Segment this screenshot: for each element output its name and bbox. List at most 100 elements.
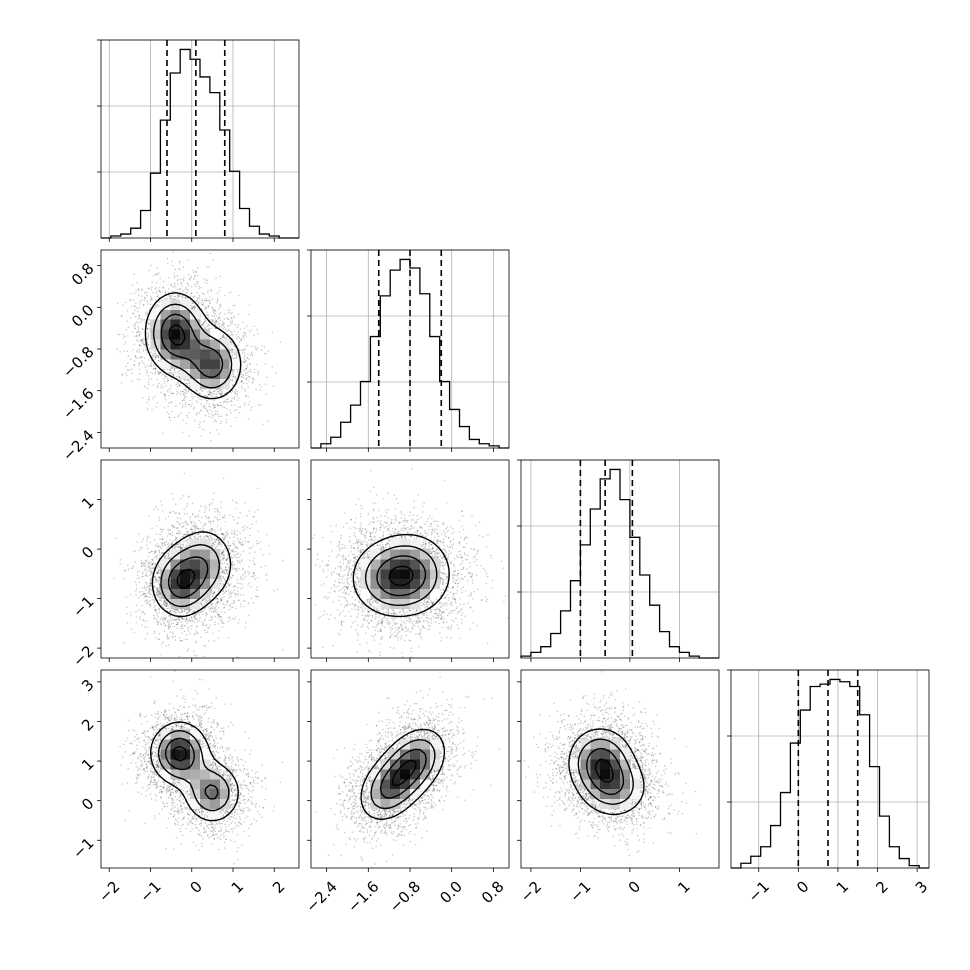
sample-point [244, 570, 246, 573]
sample-point [219, 325, 221, 327]
sample-point [232, 304, 234, 307]
sample-point [237, 561, 239, 564]
sample-point [231, 603, 233, 605]
sample-point [219, 601, 221, 603]
sample-point [140, 356, 142, 359]
sample-point [204, 618, 206, 620]
sample-point [196, 298, 199, 301]
sample-point [225, 566, 227, 569]
sample-point [207, 279, 209, 282]
sample-point [154, 617, 156, 619]
sample-point [226, 557, 229, 560]
sample-point [241, 541, 244, 543]
sample-point [265, 579, 268, 581]
sample-point [178, 370, 181, 372]
sample-point [256, 595, 258, 598]
sample-point [146, 626, 148, 629]
sample-point [151, 599, 154, 601]
sample-point [242, 374, 245, 376]
sample-point [186, 291, 188, 294]
sample-point [232, 499, 234, 501]
density-cell [209, 329, 221, 340]
sample-point [246, 366, 248, 368]
sample-point [173, 282, 176, 285]
sample-point [254, 347, 257, 350]
sample-point [144, 297, 147, 299]
sample-point [213, 420, 215, 423]
sample-point [149, 306, 152, 309]
sample-point [215, 546, 217, 548]
sample-point [168, 294, 171, 297]
sample-point [243, 578, 245, 580]
sample-point [247, 396, 249, 398]
sample-point [182, 279, 185, 282]
sample-point [134, 322, 136, 324]
sample-point [223, 400, 226, 403]
sample-point [225, 336, 228, 338]
sample-point [195, 524, 197, 527]
sample-point [236, 370, 239, 372]
sample-point [182, 296, 184, 299]
sample-point [223, 534, 225, 536]
sample-point [241, 352, 244, 354]
sample-point [191, 393, 193, 395]
sample-point [219, 401, 222, 404]
sample-point [236, 502, 238, 505]
sample-point [222, 323, 224, 325]
sample-point [144, 569, 146, 571]
sample-point [231, 566, 234, 569]
sample-point [125, 372, 127, 375]
sample-point [153, 364, 156, 367]
sample-point [247, 353, 249, 355]
sample-point [138, 335, 140, 337]
sample-point [149, 303, 152, 305]
sample-point [215, 319, 217, 322]
sample-point [170, 283, 172, 286]
sample-point [208, 402, 211, 405]
sample-point [238, 341, 241, 343]
sample-point [176, 609, 179, 611]
sample-point [235, 616, 237, 618]
sample-point [147, 381, 150, 384]
sample-point [147, 375, 150, 377]
sample-point [131, 331, 134, 333]
sample-point [162, 280, 165, 282]
sample-point [221, 320, 224, 323]
sample-point [126, 350, 129, 352]
sample-point [228, 401, 230, 403]
sample-point [203, 420, 205, 423]
sample-point [208, 327, 210, 330]
histogram-panel [307, 249, 510, 452]
sample-point [226, 533, 228, 535]
sample-point [206, 311, 208, 313]
sample-point [234, 376, 236, 378]
sample-point [159, 371, 162, 374]
sample-point [187, 391, 189, 393]
sample-point [199, 421, 202, 423]
density-cell [180, 299, 191, 310]
sample-point [213, 315, 216, 318]
sample-point [263, 346, 266, 348]
sample-point [218, 286, 221, 289]
sample-point [214, 531, 217, 533]
sample-point [156, 305, 159, 307]
scatter-density-panel [97, 249, 300, 452]
sample-point [148, 596, 151, 598]
sample-point [155, 368, 157, 370]
density-cell [200, 349, 211, 360]
sample-point [154, 299, 157, 301]
sample-point [139, 331, 142, 334]
sample-point [143, 587, 146, 590]
sample-point [137, 328, 140, 331]
sample-point [237, 537, 239, 540]
sample-point [206, 282, 209, 284]
sample-point [140, 299, 143, 301]
sample-point [165, 540, 168, 543]
sample-point [221, 626, 224, 628]
sample-point [148, 359, 150, 361]
sample-point [204, 624, 206, 627]
sample-point [152, 354, 154, 357]
sample-point [237, 313, 240, 316]
sample-point [202, 527, 205, 530]
sample-point [143, 348, 145, 351]
